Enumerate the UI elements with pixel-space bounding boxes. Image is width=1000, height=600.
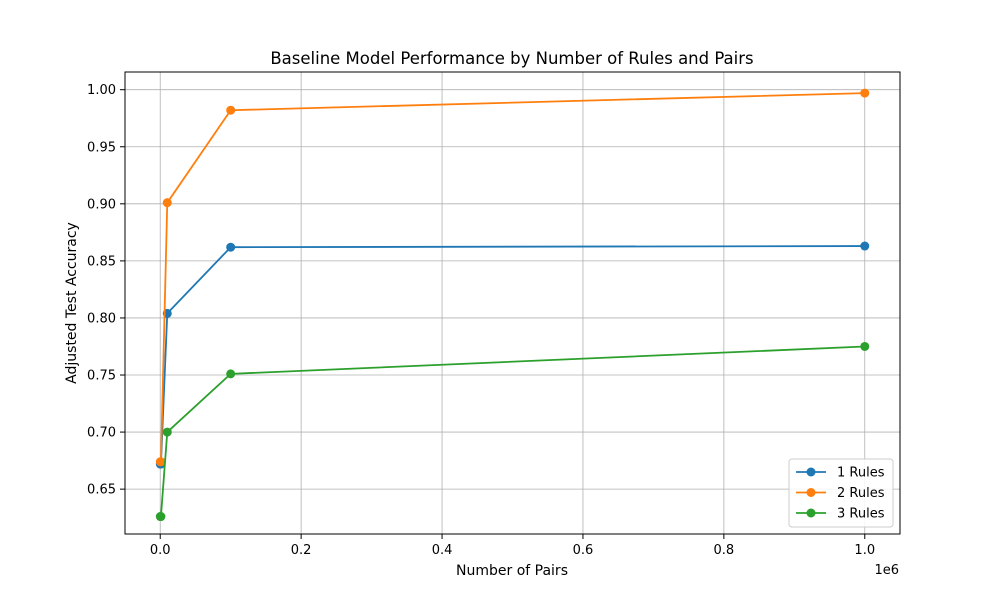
x-tick-label: 0.6 <box>573 543 594 558</box>
data-point <box>226 105 236 115</box>
series-3 <box>155 341 870 522</box>
x-axis: 0.0 0.2 0.4 0.6 0.8 1.0 <box>150 534 875 558</box>
x-axis-offset-label: 1e6 <box>874 563 899 578</box>
chart-title: Baseline Model Performance by Number of … <box>270 49 753 68</box>
data-point <box>162 427 172 437</box>
legend-label: 1 Rules <box>837 466 885 481</box>
series-line <box>160 92 865 463</box>
y-tick-label: 1.00 <box>87 83 116 98</box>
series-line <box>160 345 865 518</box>
x-tick-label: 1.0 <box>854 543 875 558</box>
plot-frame <box>124 71 901 535</box>
series-layer <box>155 88 870 522</box>
x-tick-label: 0.2 <box>291 543 312 558</box>
series-2 <box>155 88 870 467</box>
y-tick-label: 0.70 <box>87 426 116 441</box>
y-tick-label: 0.80 <box>87 311 116 326</box>
legend: 1 Rules 2 Rules 3 Rules <box>788 458 894 528</box>
y-axis: 0.65 0.70 0.75 0.80 0.85 0.90 0.95 1.00 <box>87 83 125 498</box>
legend-marker <box>806 508 816 518</box>
grid <box>125 72 900 534</box>
x-axis-label: Number of Pairs <box>456 563 568 579</box>
data-point <box>156 457 166 467</box>
data-point <box>860 341 870 351</box>
y-axis-label: Adjusted Test Accuracy <box>64 222 80 384</box>
x-tick-label: 0.8 <box>714 543 735 558</box>
legend-marker <box>806 488 816 497</box>
series-line <box>160 245 865 465</box>
data-point <box>156 512 166 522</box>
y-tick-label: 0.65 <box>87 483 116 498</box>
legend-label: 2 Rules <box>837 486 885 501</box>
series-1 <box>155 241 870 469</box>
data-point <box>162 198 172 208</box>
legend-marker <box>806 467 816 477</box>
data-point <box>226 369 236 379</box>
x-tick-label: 0.4 <box>432 543 453 558</box>
y-tick-label: 0.85 <box>87 254 116 269</box>
legend-label: 3 Rules <box>837 507 885 522</box>
y-tick-label: 0.75 <box>87 369 116 384</box>
data-point <box>860 241 870 251</box>
data-point <box>860 88 870 98</box>
data-point <box>226 242 236 252</box>
x-tick-label: 0.0 <box>150 543 171 558</box>
y-tick-label: 0.95 <box>87 140 116 155</box>
legend-box <box>788 458 894 528</box>
y-tick-label: 0.90 <box>87 197 116 212</box>
